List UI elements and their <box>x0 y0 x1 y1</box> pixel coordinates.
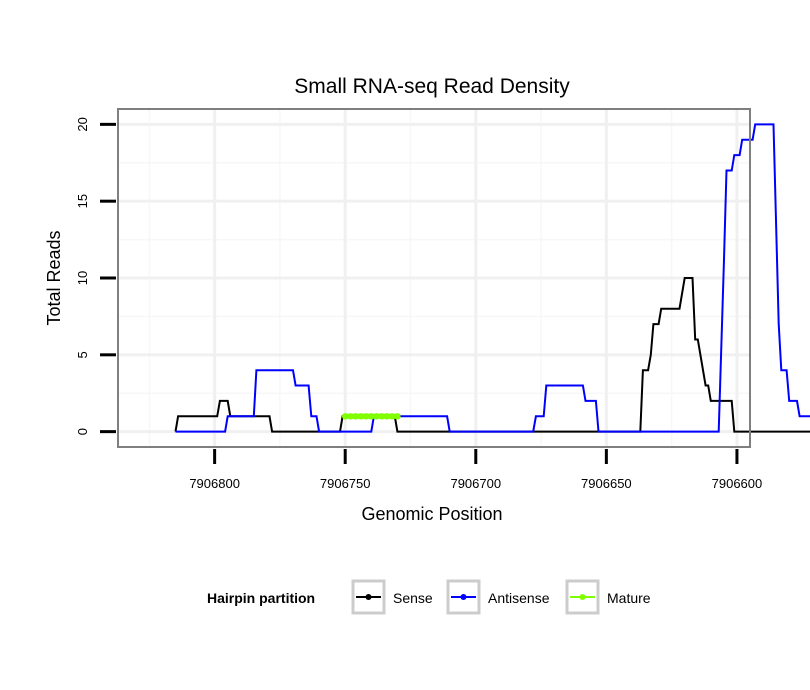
y-axis-title: Total Reads <box>44 230 64 325</box>
x-tick-label: 7906800 <box>189 476 240 491</box>
legend-dot-mature <box>579 594 586 600</box>
y-tick-label: 15 <box>75 194 90 208</box>
y-tick-label: 0 <box>75 428 90 435</box>
legend-item-sense: Sense <box>351 579 433 615</box>
legend-label-mature: Mature <box>607 590 651 606</box>
series-point-mature <box>389 413 396 420</box>
legend: Hairpin partition Sense Antisense Mature <box>207 579 651 615</box>
series-point-mature <box>357 413 365 420</box>
legend-title: Hairpin partition <box>207 590 315 606</box>
chart-title: Small RNA-seq Read Density <box>294 75 570 98</box>
legend-label-antisense: Antisense <box>488 590 550 606</box>
series-point-mature <box>368 413 375 420</box>
legend-item-antisense: Antisense <box>446 579 550 615</box>
legend-dot-sense <box>365 594 372 600</box>
plot-border <box>117 108 751 448</box>
x-tick-label: 7906600 <box>712 476 763 491</box>
x-tick-label: 7906650 <box>581 476 632 491</box>
series-point-mature <box>373 413 380 420</box>
x-tick-label: 7906700 <box>450 476 501 491</box>
legend-label-sense: Sense <box>393 590 433 606</box>
series-point-mature <box>362 413 370 420</box>
legend-item-mature: Mature <box>565 579 651 615</box>
series-line-antisense <box>175 123 810 433</box>
series-layer <box>174 123 810 433</box>
series-point-mature <box>352 413 359 420</box>
series-point-mature <box>378 413 385 420</box>
series-point-mature <box>347 413 354 420</box>
x-axis-title: Genomic Position <box>361 504 502 524</box>
y-axis: 0 5 10 15 20 <box>75 117 116 435</box>
series-point-mature <box>394 413 401 420</box>
series-point-mature <box>383 413 391 420</box>
x-axis: 7906800 7906750 7906700 7906650 7906600 <box>189 449 762 491</box>
y-tick-label: 20 <box>75 117 90 131</box>
x-tick-label: 7906750 <box>320 476 371 491</box>
legend-dot-antisense <box>460 594 467 600</box>
y-tick-label: 10 <box>75 271 90 285</box>
y-tick-label: 5 <box>75 351 90 358</box>
series-point-mature <box>342 413 349 420</box>
